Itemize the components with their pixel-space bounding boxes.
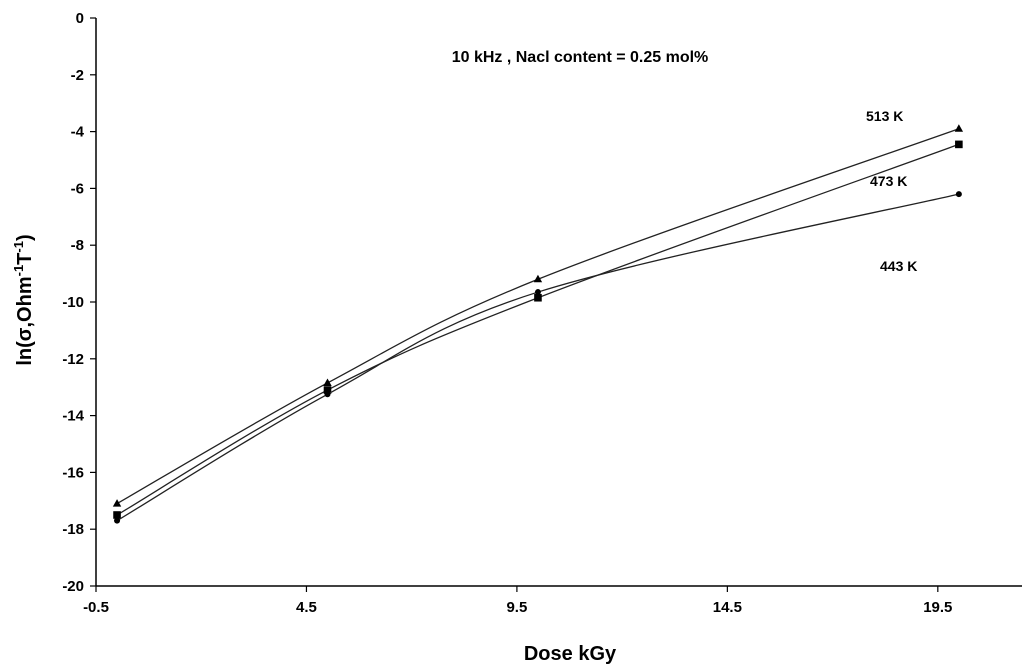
data-point-triangle — [954, 124, 964, 132]
data-point-square — [113, 511, 121, 519]
y-tick-label: -2 — [71, 67, 84, 84]
chart-annotation: 10 kHz , Nacl content = 0.25 mol% — [452, 49, 709, 66]
data-point-triangle — [533, 274, 543, 283]
y-axis-title-superscript: -1 — [11, 241, 26, 253]
data-point-triangle — [112, 499, 122, 507]
y-tick-label: -14 — [62, 408, 84, 425]
y-axis-title-part: ) — [14, 234, 36, 241]
y-tick-label: 0 — [76, 10, 84, 27]
series-layer — [112, 124, 964, 524]
data-point-circle — [324, 391, 331, 398]
x-tick-label: 4.5 — [296, 599, 317, 616]
data-point-circle — [955, 191, 962, 198]
y-axis-title-superscript: -1 — [11, 265, 26, 277]
y-tick-label: -10 — [62, 294, 84, 311]
y-tick-label: -6 — [71, 180, 84, 197]
series-line-2 — [116, 143, 960, 516]
data-point-circle — [534, 289, 541, 296]
y-ticks: 0 -2 -4 -6 -8 -10 -12 -14 -16 -18 -20 — [62, 10, 96, 595]
y-axis-title: ln(σ,Ohm-1T-1) — [11, 234, 36, 365]
series-label-2: 473 K — [870, 173, 907, 189]
y-tick-label: -8 — [71, 237, 84, 254]
series-labels: 513 K 473 K 443 K — [866, 108, 917, 274]
x-ticks: -0.5 4.5 9.5 14.5 19.5 — [83, 586, 952, 616]
data-point-square — [323, 386, 332, 394]
data-point-square — [955, 140, 963, 149]
y-tick-label: -12 — [62, 351, 84, 368]
series-line-3 — [116, 193, 960, 522]
x-tick-label: 19.5 — [923, 599, 952, 616]
axes — [95, 18, 1022, 587]
y-tick-label: -4 — [71, 124, 85, 141]
data-point-circle — [114, 517, 121, 524]
x-tick-label: 9.5 — [506, 599, 527, 616]
x-axis-title: Dose kGy — [524, 643, 617, 665]
series-label-3: 443 K — [880, 258, 917, 274]
y-axis-title-part: T — [14, 253, 36, 265]
x-tick-label: -0.5 — [83, 599, 109, 616]
series-line-1 — [116, 128, 960, 505]
y-axis-title-part: ln(σ,Ohm — [14, 276, 36, 365]
y-tick-label: -20 — [62, 578, 84, 595]
series-label-1: 513 K — [866, 108, 903, 124]
data-point-square — [534, 293, 542, 302]
y-tick-label: -16 — [62, 464, 84, 481]
y-tick-label: -18 — [62, 521, 84, 538]
x-tick-label: 14.5 — [713, 599, 742, 616]
data-point-triangle — [323, 378, 332, 386]
